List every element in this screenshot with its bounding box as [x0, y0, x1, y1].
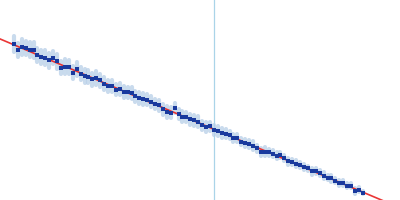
- Point: [199, 124, 205, 127]
- Point: [238, 140, 244, 143]
- Point: [116, 88, 123, 91]
- Point: [332, 179, 338, 182]
- Point: [93, 76, 100, 80]
- Point: [50, 56, 56, 59]
- Point: [172, 107, 178, 110]
- Point: [187, 118, 194, 121]
- Point: [207, 125, 213, 128]
- Point: [270, 152, 276, 155]
- Point: [30, 48, 37, 51]
- Point: [179, 115, 186, 118]
- Point: [62, 65, 68, 68]
- Point: [124, 91, 131, 94]
- Point: [336, 181, 342, 185]
- Point: [11, 43, 17, 46]
- Point: [136, 96, 142, 99]
- Point: [320, 174, 327, 177]
- Point: [285, 160, 292, 163]
- Point: [195, 120, 201, 123]
- Point: [128, 91, 135, 95]
- Point: [273, 154, 280, 157]
- Point: [66, 66, 72, 69]
- Point: [277, 153, 284, 156]
- Point: [234, 136, 240, 139]
- Point: [58, 66, 64, 69]
- Point: [211, 129, 217, 132]
- Point: [316, 171, 323, 175]
- Point: [309, 169, 315, 173]
- Point: [140, 97, 146, 101]
- Point: [222, 132, 229, 135]
- Point: [81, 75, 88, 78]
- Point: [89, 78, 96, 81]
- Point: [226, 133, 233, 137]
- Point: [120, 91, 127, 94]
- Point: [293, 162, 299, 165]
- Point: [109, 84, 115, 88]
- Point: [160, 108, 166, 111]
- Point: [105, 84, 111, 87]
- Point: [262, 150, 268, 153]
- Point: [15, 48, 21, 51]
- Point: [246, 143, 252, 146]
- Point: [101, 82, 107, 85]
- Point: [85, 75, 92, 78]
- Point: [230, 137, 237, 140]
- Point: [38, 55, 44, 59]
- Point: [258, 151, 264, 154]
- Point: [289, 161, 296, 164]
- Point: [250, 144, 256, 147]
- Point: [297, 163, 303, 167]
- Point: [191, 119, 198, 122]
- Point: [156, 104, 162, 107]
- Point: [175, 113, 182, 116]
- Point: [113, 88, 119, 91]
- Point: [148, 100, 154, 103]
- Point: [360, 191, 366, 194]
- Point: [26, 48, 33, 51]
- Point: [218, 132, 225, 135]
- Point: [183, 115, 190, 119]
- Point: [324, 176, 331, 179]
- Point: [34, 53, 41, 57]
- Point: [242, 142, 248, 145]
- Point: [164, 110, 170, 114]
- Point: [70, 71, 76, 74]
- Point: [22, 46, 29, 49]
- Point: [312, 169, 319, 173]
- Point: [132, 95, 139, 98]
- Point: [328, 177, 335, 180]
- Point: [214, 129, 221, 132]
- Point: [46, 59, 52, 62]
- Point: [74, 68, 80, 71]
- Point: [266, 151, 272, 154]
- Point: [348, 184, 354, 187]
- Point: [54, 60, 60, 63]
- Point: [42, 56, 48, 59]
- Point: [301, 165, 307, 168]
- Point: [77, 72, 84, 75]
- Point: [18, 45, 25, 49]
- Point: [203, 125, 209, 128]
- Point: [344, 184, 350, 187]
- Point: [340, 182, 346, 185]
- Point: [305, 167, 311, 170]
- Point: [168, 111, 174, 114]
- Point: [356, 188, 362, 191]
- Point: [352, 190, 358, 193]
- Point: [144, 98, 150, 101]
- Point: [254, 147, 260, 150]
- Point: [97, 79, 103, 82]
- Point: [152, 102, 158, 105]
- Point: [281, 157, 288, 160]
